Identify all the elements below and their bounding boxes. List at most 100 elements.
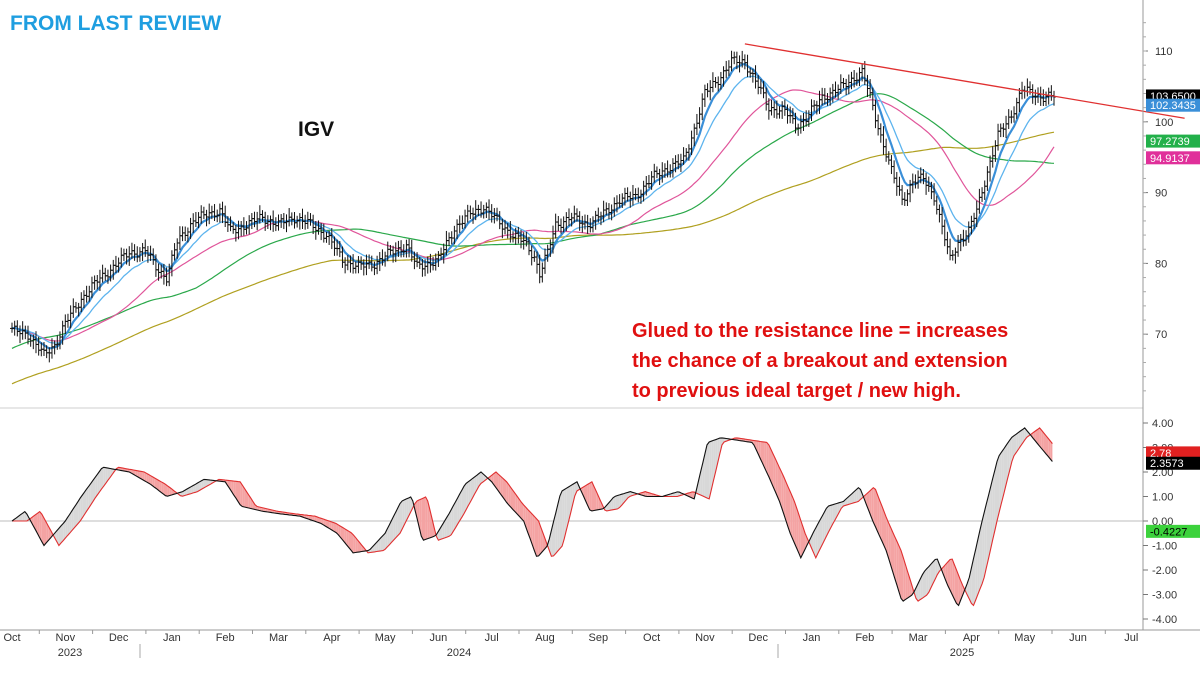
price-bar <box>356 256 361 274</box>
oscillator-fill-segment <box>826 506 829 537</box>
price-bar <box>732 51 737 65</box>
oscillator-fill-segment <box>809 536 812 548</box>
price-bar <box>913 174 918 189</box>
oscillator-fill-segment <box>139 471 143 480</box>
ema-slow-line <box>11 75 1055 344</box>
oscillator-fill-segment <box>534 516 537 557</box>
oscillator-fill-segment <box>246 491 249 508</box>
oscillator-fill-segment <box>800 520 803 558</box>
oscillator-fill-segment <box>559 490 563 549</box>
price-bar <box>724 60 729 79</box>
oscillator-fill-segment <box>506 481 509 505</box>
oscillator-fill-segment <box>1001 449 1004 504</box>
oscillator-fill-segment <box>316 516 319 523</box>
oscillator-fill-segment <box>440 524 443 540</box>
price-bar <box>324 231 329 243</box>
oscillator-fill-segment <box>873 487 876 527</box>
price-bar <box>889 155 894 175</box>
oscillator-fill-segment <box>44 518 47 546</box>
price-bar <box>948 238 953 261</box>
oscillator-fill-segment <box>858 487 861 502</box>
oscillator-fill-segment <box>421 498 424 541</box>
oscillator-fill-segment <box>457 494 460 525</box>
header-title: FROM LAST REVIEW <box>10 12 222 35</box>
oscillator-fill-segment <box>1043 433 1046 454</box>
oscillator-fill-segment <box>380 535 383 551</box>
oscillator-fill-segment <box>1050 441 1053 462</box>
oscillator-fill-segment <box>768 444 771 482</box>
oscillator-fill-segment <box>427 500 430 539</box>
oscillator-fill-segment <box>572 483 575 505</box>
oscillator-fill-segment <box>540 526 543 554</box>
oscillator-fill-segment <box>56 528 59 546</box>
oscillator-fill-segment <box>892 531 895 578</box>
last-value-label: 97.2739 <box>1150 136 1190 148</box>
annotation-line: to previous ideal target / new high. <box>632 380 961 402</box>
oscillator-fill-segment <box>423 497 426 541</box>
oscillator-fill-segment <box>261 507 264 512</box>
price-bar <box>84 285 89 303</box>
last-value-box: 102.3435 <box>1146 98 1200 112</box>
oscillator-fill-segment <box>348 531 351 551</box>
price-bar <box>180 226 185 242</box>
oscillator-tick-label: 1.00 <box>1152 492 1173 504</box>
oscillator-fill-segment <box>442 520 445 539</box>
price-bar <box>1022 85 1027 99</box>
oscillator-fill-segment <box>195 483 198 493</box>
oscillator-fill-segment <box>828 505 831 532</box>
price-bar <box>742 54 747 70</box>
oscillator-fill-segment <box>67 514 70 536</box>
oscillator-fill-segment <box>779 467 782 508</box>
oscillator-fill-segment <box>888 522 891 565</box>
month-label: May <box>375 632 396 644</box>
price-bar <box>780 101 785 119</box>
price-bar <box>465 204 470 223</box>
oscillator-fill-segment <box>342 527 345 543</box>
oscillator-fill-segment <box>973 549 976 606</box>
oscillator-fill-segment <box>400 500 403 534</box>
oscillator-fill-segment <box>80 495 83 521</box>
oscillator-fill-segment <box>841 501 844 509</box>
oscillator-fill-segment <box>346 530 349 548</box>
oscillator-fill-segment <box>707 442 710 499</box>
oscillator-fill-segment <box>504 479 507 503</box>
oscillator-fill-segment <box>146 473 149 483</box>
oscillator-fill-segment <box>355 537 358 553</box>
oscillator-fill-segment <box>235 481 238 502</box>
price-bar <box>958 233 963 252</box>
oscillator-fill-segment <box>760 441 763 464</box>
price-bar <box>140 242 145 262</box>
price-bar <box>705 83 710 98</box>
oscillator-fill-segment <box>20 513 23 521</box>
oscillator-fill-segment <box>391 516 394 543</box>
oscillator-fill-segment <box>935 559 938 580</box>
oscillator-fill-segment <box>508 484 511 508</box>
oscillator-fill-segment <box>58 525 61 546</box>
oscillator-fill-segment <box>201 479 204 490</box>
oscillator-fill-segment <box>839 502 842 513</box>
oscillator-fill-segment <box>1007 440 1010 479</box>
oscillator-last-value-bg <box>1146 456 1200 470</box>
oscillator-fill-segment <box>152 476 155 488</box>
price-bar <box>908 179 913 203</box>
oscillator-fill-segment <box>231 480 234 495</box>
oscillator-fill-segment <box>986 495 989 568</box>
price-bar <box>63 314 68 335</box>
oscillator-last-value-bg <box>1146 446 1200 460</box>
oscillator-fill-segment <box>585 484 588 506</box>
oscillator-fill-segment <box>82 492 85 518</box>
oscillator-fill-segment <box>466 481 469 510</box>
oscillator-fill-segment <box>521 502 524 521</box>
oscillator-fill-segment <box>493 472 496 488</box>
oscillator-fill-segment <box>233 481 236 499</box>
oscillator-fill-segment <box>453 501 456 532</box>
oscillator-fill-segment <box>630 491 633 497</box>
oscillator-fill-segment <box>788 486 791 534</box>
oscillator-last-value-box: 2.3573 <box>1146 456 1200 470</box>
oscillator-fill-segment <box>88 483 91 508</box>
oscillator-fill-segment <box>574 481 577 496</box>
oscillator-fill-segment <box>783 476 786 521</box>
oscillator-fill-segment <box>199 480 202 491</box>
price-bar <box>71 298 76 318</box>
oscillator-fill-segment <box>481 472 484 484</box>
